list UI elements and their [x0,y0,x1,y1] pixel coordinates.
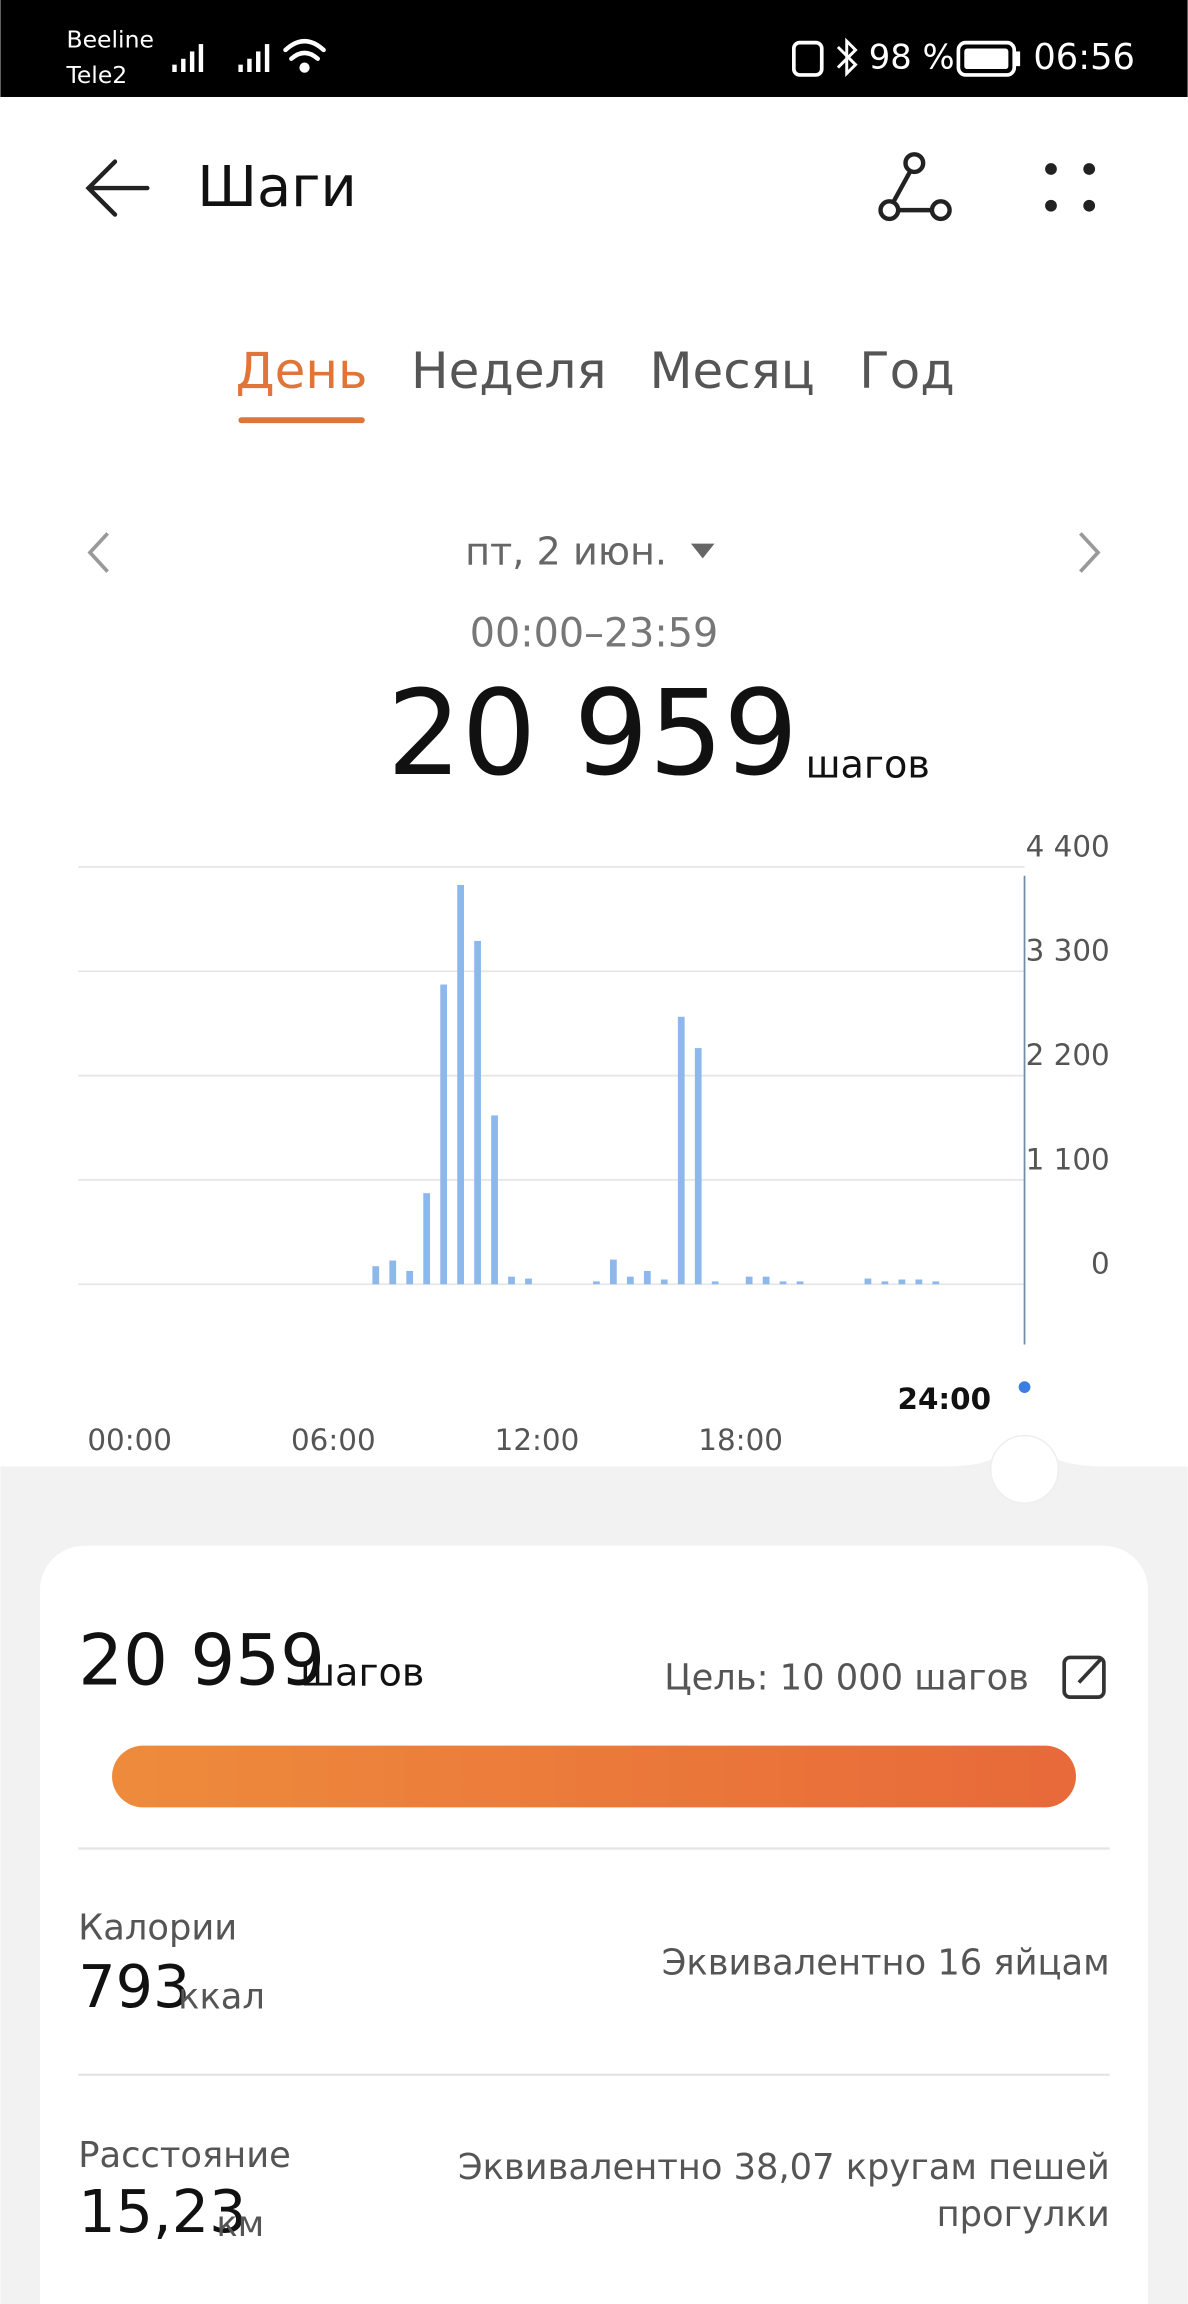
bar [881,1281,889,1285]
share-button[interactable] [878,152,952,222]
bar [609,1259,617,1285]
tab[interactable]: Месяц [649,342,814,400]
summary-card [40,1545,1148,2304]
page-title: Шаги [197,155,357,220]
signal-icon [172,44,270,72]
bar [593,1281,600,1285]
distance-value: 15,23 [78,2177,246,2246]
bar [932,1281,940,1285]
bar [389,1260,397,1285]
bar [491,1115,498,1285]
steps-unit: шагов [806,744,930,788]
tab-indicator [238,417,365,424]
x-tick-label: 06:00 [291,1423,376,1457]
bar [898,1279,906,1285]
bar [796,1281,804,1285]
carrier: Beeline [66,26,153,54]
distance-equivalent: Эквивалентно 38,07 кругам пешей [458,2147,1110,2188]
y-tick-label: 1 100 [1026,1142,1110,1176]
y-tick-label: 3 300 [1026,934,1110,968]
x-tick-label: 18:00 [698,1423,783,1457]
y-tick-label: 4 400 [1026,829,1110,863]
y-tick-label: 2 200 [1026,1038,1110,1072]
bar [525,1278,532,1285]
chart: 0 1 100 2 200 3 300 4 400 00:00 06:00 12:00 18:0… [78,829,1110,1457]
bar [711,1281,719,1285]
bluetooth-icon [836,37,858,78]
bar [677,1016,685,1285]
next-button[interactable] [1079,532,1101,573]
progress-bar [112,1745,1076,1808]
bar [745,1276,753,1285]
bar [643,1270,651,1285]
tab[interactable]: Год [859,342,955,400]
goal: Цель: 10 000 шагов [664,1658,1029,1699]
bar [762,1276,770,1285]
bar [660,1279,668,1285]
calories-unit: ккал [178,1976,265,2017]
bar [694,1048,702,1285]
nfc-icon [792,40,824,77]
bar [440,984,448,1285]
cursor-dot [1018,1381,1031,1393]
tab[interactable]: Неделя [411,342,606,400]
distance-unit: км [216,2204,264,2245]
distance-equivalent: прогулки [937,2194,1110,2235]
steps-value: 20 959 [78,1619,325,1701]
bar [779,1281,787,1285]
bar [457,884,464,1285]
cursor-label: 24:00 [898,1382,992,1416]
bar [406,1270,414,1285]
y-tick-label: 0 [1091,1247,1110,1281]
battery-percent: 98 % [869,37,955,76]
bar [915,1279,923,1285]
calories-equivalent: Эквивалентно 16 яйцам [662,1943,1110,1984]
bar [864,1278,872,1285]
bar [423,1193,431,1285]
x-tick-label: 00:00 [87,1423,172,1457]
time-range: 00:00–23:59 [470,611,718,657]
bar [626,1276,634,1285]
bar [372,1266,380,1285]
wifi-icon [283,38,326,73]
calories-label: Калории [78,1907,237,1948]
battery-icon [956,40,1021,77]
slider-handle[interactable] [989,1434,1060,1504]
bar [474,940,481,1285]
date-picker[interactable]: пт, 2 июн. [465,530,667,574]
distance-label: Расстояние [78,2135,291,2176]
status-bar [0,0,1188,97]
clock: 06:56 [1033,37,1135,78]
edit-goal-button[interactable] [1062,1655,1106,1699]
tab[interactable]: День [236,342,368,400]
back-button[interactable] [85,159,150,217]
more-button[interactable] [1045,163,1096,212]
calories-value: 793 [78,1952,190,2021]
carrier: Tele2 [65,61,127,89]
steps-unit: шагов [300,1652,424,1696]
prev-button[interactable] [87,532,109,573]
bar [508,1276,515,1285]
x-tick-label: 12:00 [495,1423,580,1457]
total-steps: 20 959 [387,665,798,802]
dropdown-icon [690,543,715,559]
